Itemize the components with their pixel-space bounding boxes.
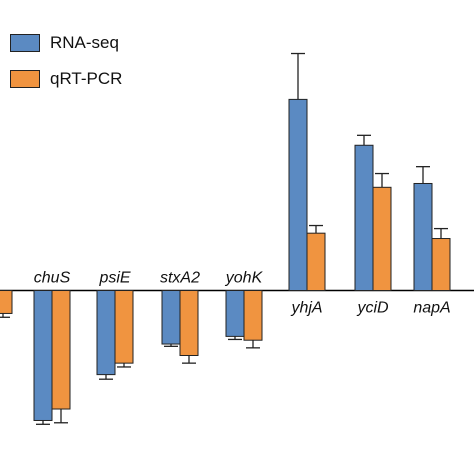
legend-label-qrt-pcr: qRT-PCR <box>50 69 123 88</box>
category-label-yhja: yhjA <box>290 300 322 317</box>
legend-item-qrt-pcr: qRT-PCR <box>10 68 122 90</box>
bar-qrt-pcr-b <box>0 290 13 314</box>
bar-rna-seq-yohk <box>225 290 245 337</box>
category-label-ycid: yciD <box>356 300 389 317</box>
category-label-yohk: yohK <box>225 270 264 287</box>
bar-qrt-pcr-yhja <box>306 232 326 292</box>
bar-rna-seq-napa <box>413 182 433 292</box>
bar-qrt-pcr-psie <box>114 290 134 364</box>
bar-rna-seq-psie <box>96 290 116 376</box>
legend-label-rna-seq: RNA-seq <box>50 33 119 52</box>
legend-swatch-qrt-pcr <box>10 70 40 88</box>
bars-layer <box>0 52 451 425</box>
bar-qrt-pcr-ycid <box>372 186 392 292</box>
category-label-stxa2: stxA2 <box>160 270 200 287</box>
category-label-psie: psiE <box>98 270 130 287</box>
category-label-napa: napA <box>413 300 450 317</box>
legend: RNA-seq qRT-PCR <box>10 32 122 104</box>
bar-qrt-pcr-yohk <box>243 290 263 341</box>
legend-item-rna-seq: RNA-seq <box>10 32 122 54</box>
category-labels: BchuSpsiEstxA2yohKyhjAyciDnapA <box>34 270 451 317</box>
category-label-chus: chuS <box>34 270 71 287</box>
legend-swatch-rna-seq <box>10 34 40 52</box>
bar-rna-seq-yhja <box>288 98 308 292</box>
bar-qrt-pcr-napa <box>431 238 451 292</box>
bar-rna-seq-chus <box>33 290 53 421</box>
bar-rna-seq-stxa2 <box>161 290 181 345</box>
bar-qrt-pcr-stxa2 <box>179 290 199 357</box>
bar-rna-seq-ycid <box>354 144 374 292</box>
bar-qrt-pcr-chus <box>51 290 71 410</box>
